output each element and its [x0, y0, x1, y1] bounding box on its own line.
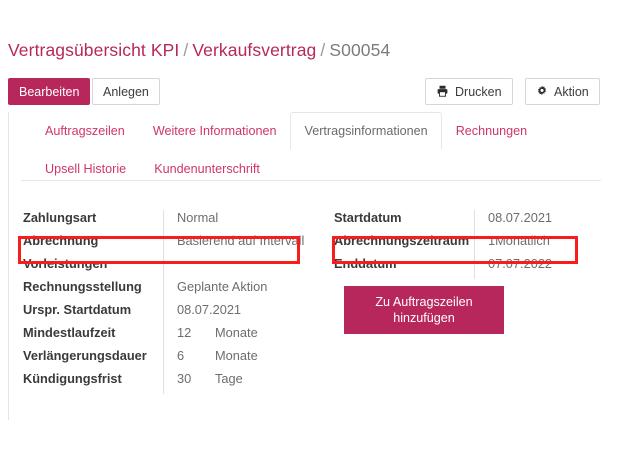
field-divider: [163, 233, 164, 256]
field-kuendigungsfrist-label: Kündigungsfrist: [23, 371, 122, 386]
content-card: Auftragszeilen Weitere Informationen Ver…: [8, 112, 613, 420]
print-button-label: Drucken: [455, 84, 502, 99]
field-divider: [163, 348, 164, 371]
field-kuendigungsfrist-unit: Tage: [215, 371, 243, 386]
field-kuendigungsfrist-number: 30: [177, 371, 192, 386]
field-zahlungsart: Zahlungsart Normal: [23, 210, 313, 233]
breadcrumb-current: S00054: [329, 40, 391, 60]
tab-kundenunterschrift-label: Kundenunterschrift: [154, 161, 260, 176]
field-verlaengerungsdauer-label: Verlängerungsdauer: [23, 348, 147, 363]
form-column-right: Startdatum 08.07.2021 Abrechnungszeitrau…: [334, 210, 604, 334]
breadcrumb-parent-link[interactable]: Verkaufsvertrag: [192, 40, 317, 60]
add-to-order-lines-button[interactable]: Zu Auftragszeilen hinzufügen: [344, 286, 504, 334]
tab-upsell-historie[interactable]: Upsell Historie: [31, 150, 140, 188]
create-button-label: Anlegen: [103, 84, 149, 99]
field-abrechnungszeitraum: Abrechnungszeitraum 1Monatlich: [334, 233, 604, 256]
field-divider: [163, 210, 164, 233]
tab-vertragsinformationen-label: Vertragsinformationen: [304, 124, 428, 138]
edit-button-label: Bearbeiten: [19, 84, 80, 99]
field-mindestlaufzeit-unit: Monate: [215, 325, 258, 340]
field-divider: [474, 210, 475, 233]
tab-vertragsinformationen[interactable]: Vertragsinformationen: [290, 112, 442, 150]
field-abrechnung-value[interactable]: Basierend auf Intervall: [177, 233, 305, 248]
field-divider: [163, 279, 164, 302]
field-divider: [163, 256, 164, 279]
field-enddatum-value[interactable]: 07.07.2022: [488, 256, 553, 271]
field-kuendigungsfrist: Kündigungsfrist 30 Tage: [23, 371, 313, 394]
field-verlaengerungsdauer: Verlängerungsdauer 6 Monate: [23, 348, 313, 371]
field-verlaengerungsdauer-number: 6: [177, 348, 185, 363]
tab-row-primary: Auftragszeilen Weitere Informationen Ver…: [31, 112, 614, 187]
tab-upsell-historie-label: Upsell Historie: [45, 161, 127, 176]
field-startdatum: Startdatum 08.07.2021: [334, 210, 604, 233]
gear-icon: [536, 85, 548, 99]
tab-auftragszeilen[interactable]: Auftragszeilen: [31, 112, 139, 150]
action-button[interactable]: Aktion: [525, 78, 600, 105]
field-rechnungsstellung-value[interactable]: Geplante Aktion: [177, 279, 268, 294]
field-enddatum: Enddatum 07.07.2022: [334, 256, 604, 279]
tab-rechnungen-label: Rechnungen: [455, 124, 528, 138]
edit-button[interactable]: Bearbeiten: [8, 78, 91, 105]
field-divider: [163, 325, 164, 348]
field-mindestlaufzeit-label: Mindestlaufzeit: [23, 325, 116, 340]
field-ursprungliches-startdatum-value[interactable]: 08.07.2021: [177, 302, 242, 317]
field-abrechnungszeitraum-value[interactable]: 1Monatlich: [488, 233, 550, 248]
tab-rechnungen[interactable]: Rechnungen: [442, 112, 541, 150]
contract-info-form: Zahlungsart Normal Abrechnung Basierend …: [9, 210, 614, 415]
field-mindestlaufzeit: Mindestlaufzeit 12 Monate: [23, 325, 313, 348]
field-divider: [474, 256, 475, 279]
field-vorleistungen-label: Vorleistungen: [23, 256, 108, 271]
field-ursprungliches-startdatum-label: Urspr. Startdatum: [23, 302, 132, 317]
field-kuendigungsfrist-value[interactable]: 30 Tage: [177, 371, 243, 386]
field-rechnungsstellung-label: Rechnungsstellung: [23, 279, 142, 294]
form-column-left: Zahlungsart Normal Abrechnung Basierend …: [23, 210, 313, 394]
tab-weitere-informationen[interactable]: Weitere Informationen: [139, 112, 291, 150]
field-startdatum-value[interactable]: 08.07.2021: [488, 210, 553, 225]
field-verlaengerungsdauer-unit: Monate: [215, 348, 258, 363]
breadcrumb-separator-2: /: [320, 40, 326, 60]
create-button[interactable]: Anlegen: [92, 78, 160, 105]
field-abrechnungszeitraum-label: Abrechnungszeitraum: [334, 233, 470, 248]
field-vorleistungen: Vorleistungen: [23, 256, 313, 279]
field-enddatum-label: Enddatum: [334, 256, 397, 271]
toolbar: Bearbeiten Anlegen Drucken Aktion: [8, 78, 613, 105]
tab-auftragszeilen-label: Auftragszeilen: [45, 124, 125, 138]
field-zahlungsart-value[interactable]: Normal: [177, 210, 219, 225]
field-divider: [163, 302, 164, 325]
tab-weitere-informationen-label: Weitere Informationen: [152, 124, 277, 138]
field-ursprungliches-startdatum: Urspr. Startdatum 08.07.2021: [23, 302, 313, 325]
field-rechnungsstellung: Rechnungsstellung Geplante Aktion: [23, 279, 313, 302]
breadcrumb-root-link[interactable]: Vertragsübersicht KPI: [8, 40, 180, 60]
tab-bar-divider: [21, 180, 601, 181]
field-startdatum-label: Startdatum: [334, 210, 402, 225]
tab-bar: Auftragszeilen Weitere Informationen Ver…: [9, 112, 614, 187]
field-abrechnung: Abrechnung Basierend auf Intervall: [23, 233, 313, 256]
field-zahlungsart-label: Zahlungsart: [23, 210, 97, 225]
field-abrechnung-label: Abrechnung: [23, 233, 99, 248]
action-button-label: Aktion: [554, 84, 589, 99]
printer-icon: [436, 85, 449, 99]
field-mindestlaufzeit-number: 12: [177, 325, 192, 340]
breadcrumb: Vertragsübersicht KPI / Verkaufsvertrag / S0…: [8, 40, 390, 61]
print-button[interactable]: Drucken: [425, 78, 513, 105]
field-divider: [163, 371, 164, 394]
tab-kundenunterschrift[interactable]: Kundenunterschrift: [140, 150, 274, 188]
field-verlaengerungsdauer-value[interactable]: 6 Monate: [177, 348, 258, 363]
breadcrumb-separator-1: /: [183, 40, 189, 60]
field-mindestlaufzeit-value[interactable]: 12 Monate: [177, 325, 258, 340]
field-divider: [474, 233, 475, 256]
